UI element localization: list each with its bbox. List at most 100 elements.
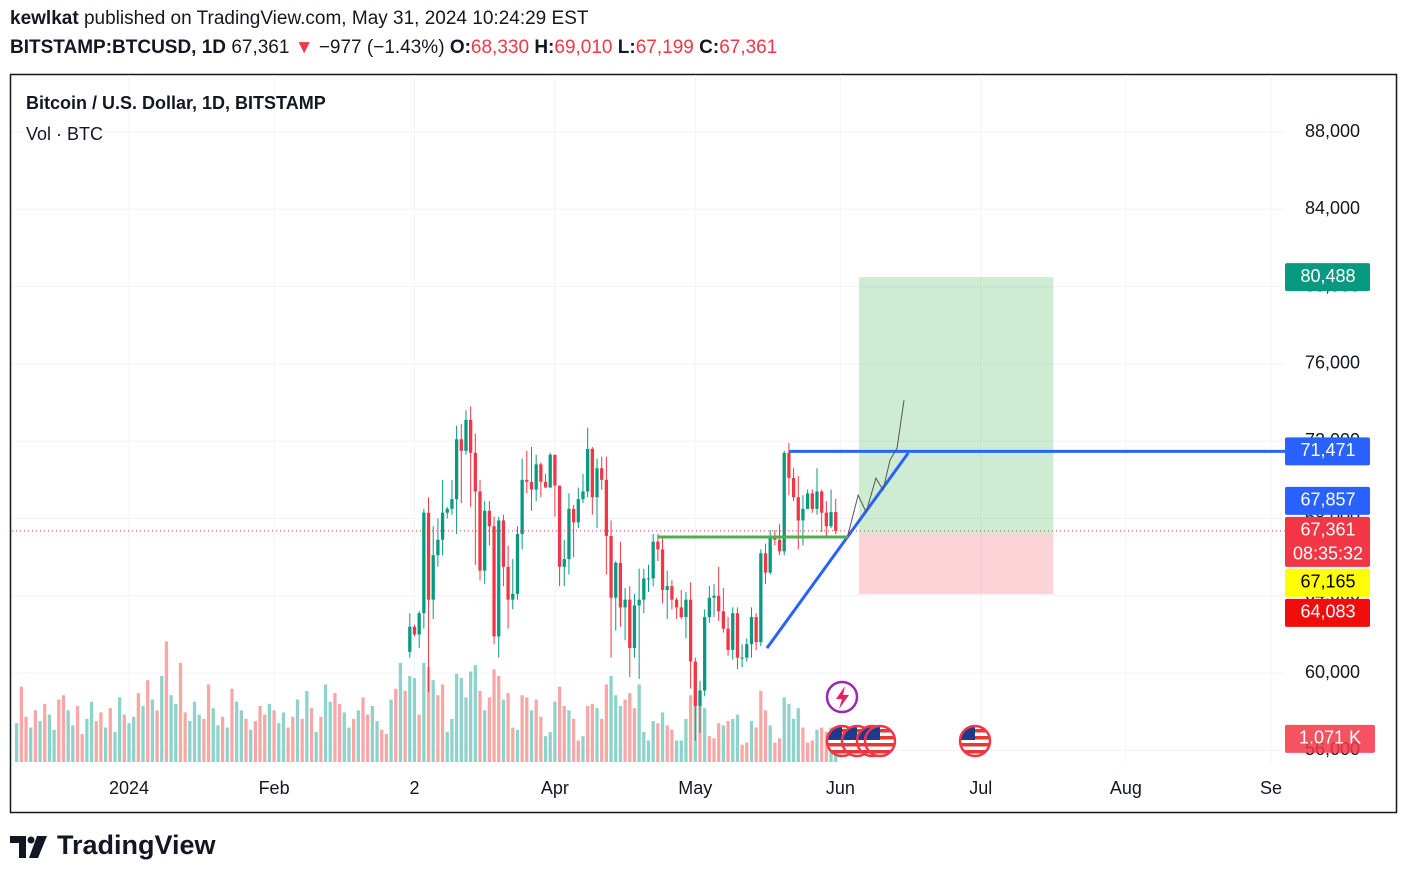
volume-bar bbox=[136, 693, 141, 762]
volume-bar bbox=[469, 671, 473, 762]
x-tick-label: Apr bbox=[541, 778, 569, 798]
volume-bar bbox=[263, 714, 267, 762]
volume-bar bbox=[412, 678, 417, 762]
volume-bar bbox=[688, 695, 693, 762]
x-tick-label: Se bbox=[1260, 778, 1282, 798]
volume-tag bbox=[1285, 724, 1375, 753]
candle-body bbox=[829, 512, 833, 527]
candle-body bbox=[754, 617, 758, 643]
volume-bar bbox=[164, 641, 169, 762]
volume-bar bbox=[464, 697, 468, 762]
volume-bar bbox=[749, 721, 754, 762]
volume-bar bbox=[89, 701, 94, 762]
price-tag-label: 64,083 bbox=[1300, 602, 1355, 622]
volume-bar bbox=[525, 697, 529, 762]
volume-bar bbox=[244, 718, 248, 762]
volume-bar bbox=[501, 699, 506, 762]
candle-body bbox=[735, 613, 740, 658]
candle-body bbox=[674, 599, 679, 608]
volume-bar bbox=[52, 729, 56, 762]
volume-bar bbox=[281, 712, 286, 762]
candle-body bbox=[679, 607, 683, 618]
trend-line bbox=[847, 399, 905, 536]
volume-bar bbox=[361, 697, 365, 762]
volume-bar bbox=[656, 723, 660, 762]
volume-bar bbox=[188, 721, 192, 762]
volume-bar bbox=[366, 714, 370, 762]
volume-bar bbox=[759, 690, 763, 762]
event-flag[interactable] bbox=[863, 724, 897, 758]
volume-bar bbox=[562, 706, 566, 762]
volume-bar bbox=[773, 742, 777, 762]
event-flag[interactable] bbox=[958, 724, 992, 758]
y-tick-label: 84,000 bbox=[1305, 198, 1360, 218]
volume-bar bbox=[529, 710, 534, 762]
volume-bar bbox=[478, 690, 482, 762]
volume-bar bbox=[707, 736, 711, 762]
volume-bar bbox=[637, 684, 641, 762]
logo-dot bbox=[27, 836, 35, 844]
volume-bar bbox=[356, 710, 360, 762]
volume-bar bbox=[305, 690, 309, 762]
candle-body bbox=[539, 464, 543, 482]
candle-body bbox=[824, 512, 828, 527]
candle-body bbox=[436, 539, 440, 556]
volume-bar bbox=[300, 718, 304, 762]
high: 69,010 bbox=[554, 37, 613, 58]
logo-slash bbox=[29, 836, 47, 858]
candle-layer bbox=[408, 406, 838, 741]
low-label: L: bbox=[617, 37, 636, 58]
volume-bar bbox=[277, 723, 281, 762]
volume-bar bbox=[132, 716, 136, 762]
volume-bar bbox=[670, 729, 674, 762]
flag-fill bbox=[866, 727, 894, 755]
volume-bar bbox=[473, 665, 477, 762]
volume-layer bbox=[15, 641, 838, 762]
candle-body bbox=[412, 626, 417, 635]
volume-bar bbox=[239, 710, 243, 762]
volume-bar bbox=[197, 714, 201, 762]
volume-bar bbox=[824, 731, 828, 762]
volume-bar bbox=[703, 708, 707, 762]
change-arrow: ▼ bbox=[294, 37, 314, 58]
candle-body bbox=[469, 419, 473, 453]
candle-body bbox=[707, 597, 711, 618]
volume-bar bbox=[319, 716, 323, 762]
brand-logo: TradingView bbox=[10, 830, 217, 860]
candle-body bbox=[604, 479, 609, 536]
candle-body bbox=[717, 595, 721, 612]
volume-bar bbox=[323, 684, 328, 762]
candle-body bbox=[511, 593, 515, 600]
price-tag bbox=[1285, 598, 1370, 627]
candle-body bbox=[665, 586, 669, 591]
volume-bar bbox=[328, 701, 332, 762]
volume-bar bbox=[674, 740, 679, 762]
candle-body bbox=[492, 526, 496, 637]
candle-body bbox=[632, 605, 637, 648]
volume-bar bbox=[342, 712, 346, 762]
candle-body bbox=[745, 644, 749, 658]
volume-bar bbox=[75, 706, 80, 762]
trend-line bbox=[765, 452, 910, 650]
volume-bar bbox=[249, 729, 253, 762]
candle-body bbox=[651, 541, 655, 579]
volume-bar bbox=[726, 721, 730, 762]
volume-bar bbox=[347, 727, 351, 762]
candle-body bbox=[726, 628, 730, 650]
volume-bar bbox=[431, 680, 435, 762]
y-tick-label: 88,000 bbox=[1305, 121, 1360, 141]
candle-body bbox=[459, 439, 463, 451]
volume-bar bbox=[810, 740, 814, 762]
price-tag-label: 67,857 bbox=[1300, 490, 1355, 510]
candle-body bbox=[487, 510, 492, 527]
candle-body bbox=[740, 657, 744, 659]
candle-body bbox=[805, 493, 810, 509]
volume-bar bbox=[600, 718, 604, 762]
volume-bar bbox=[24, 716, 28, 762]
volume-bar bbox=[604, 684, 609, 762]
loss-zone bbox=[859, 534, 1054, 595]
volume-bar bbox=[791, 718, 796, 762]
volume-bar bbox=[183, 712, 187, 762]
close: 67,361 bbox=[719, 37, 778, 58]
flag-stripe bbox=[866, 743, 894, 747]
